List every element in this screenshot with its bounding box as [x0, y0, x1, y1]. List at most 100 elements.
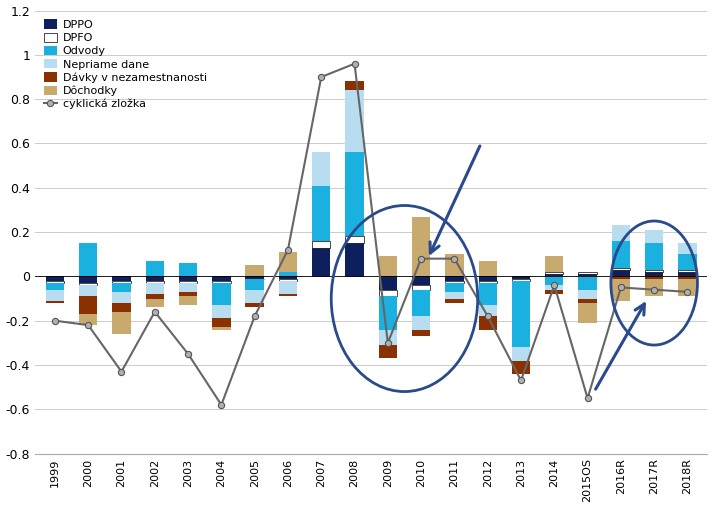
Bar: [113, 292, 130, 303]
Bar: [379, 257, 397, 276]
Bar: [245, 278, 264, 290]
Bar: [345, 152, 364, 237]
Legend: DPPO, DPFO, Odvody, Nepriame dane, Dávky v nezamestnanosti, Dôchodky, cyklická z: DPPO, DPFO, Odvody, Nepriame dane, Dávky…: [41, 16, 210, 113]
Bar: [245, 303, 264, 307]
Bar: [645, 230, 663, 243]
Bar: [545, 274, 563, 276]
Bar: [379, 296, 397, 330]
Bar: [445, 299, 463, 303]
Bar: [245, 265, 264, 276]
Bar: [79, 314, 98, 325]
Bar: [179, 281, 198, 283]
Bar: [645, 272, 663, 276]
Bar: [678, 270, 697, 272]
Bar: [279, 276, 297, 278]
Bar: [612, 226, 630, 241]
Bar: [279, 281, 297, 294]
Bar: [145, 283, 164, 294]
Bar: [478, 261, 497, 276]
Bar: [478, 316, 497, 330]
Bar: [312, 152, 330, 185]
Bar: [478, 276, 497, 281]
Bar: [445, 276, 463, 281]
Bar: [379, 290, 397, 296]
Bar: [179, 296, 198, 305]
Bar: [612, 278, 630, 301]
Bar: [545, 257, 563, 272]
Bar: [678, 254, 697, 270]
Bar: [212, 305, 230, 319]
Bar: [179, 292, 198, 296]
Bar: [545, 276, 563, 285]
Bar: [113, 283, 130, 292]
Bar: [179, 283, 198, 292]
Bar: [478, 305, 497, 316]
Bar: [279, 294, 297, 296]
Bar: [345, 90, 364, 152]
Bar: [46, 276, 64, 281]
Bar: [645, 278, 663, 296]
Bar: [545, 290, 563, 294]
Bar: [612, 268, 630, 270]
Bar: [279, 252, 297, 272]
Bar: [512, 347, 530, 361]
Bar: [79, 243, 98, 276]
Bar: [578, 290, 597, 299]
Bar: [79, 296, 98, 314]
Bar: [79, 276, 98, 283]
Bar: [345, 237, 364, 243]
Bar: [145, 281, 164, 283]
Bar: [578, 274, 597, 276]
Bar: [512, 278, 530, 281]
Bar: [79, 285, 98, 296]
Bar: [345, 243, 364, 276]
Bar: [245, 290, 264, 303]
Bar: [578, 272, 597, 274]
Bar: [212, 283, 230, 305]
Bar: [379, 345, 397, 358]
Bar: [578, 303, 597, 323]
Bar: [612, 241, 630, 268]
Bar: [412, 216, 430, 276]
Bar: [113, 276, 130, 281]
Bar: [46, 290, 64, 301]
Bar: [212, 281, 230, 283]
Bar: [46, 281, 64, 283]
Bar: [312, 247, 330, 276]
Bar: [578, 299, 597, 303]
Bar: [512, 361, 530, 374]
Bar: [179, 263, 198, 276]
Bar: [279, 272, 297, 276]
Bar: [445, 292, 463, 299]
Bar: [113, 303, 130, 312]
Bar: [145, 261, 164, 276]
Bar: [179, 276, 198, 281]
Bar: [645, 243, 663, 270]
Bar: [545, 272, 563, 274]
Bar: [245, 276, 264, 278]
Bar: [445, 281, 463, 283]
Bar: [145, 294, 164, 299]
Bar: [445, 254, 463, 276]
Bar: [612, 270, 630, 276]
Bar: [312, 241, 330, 247]
Bar: [279, 278, 297, 281]
Bar: [645, 270, 663, 272]
Bar: [145, 276, 164, 281]
Bar: [678, 272, 697, 276]
Bar: [478, 283, 497, 305]
Bar: [678, 276, 697, 278]
Bar: [412, 316, 430, 330]
Bar: [145, 299, 164, 307]
Bar: [345, 81, 364, 90]
Bar: [113, 312, 130, 334]
Bar: [412, 276, 430, 285]
Bar: [212, 327, 230, 330]
Bar: [445, 283, 463, 292]
Bar: [379, 330, 397, 345]
Bar: [113, 281, 130, 283]
Bar: [512, 281, 530, 347]
Bar: [46, 283, 64, 290]
Bar: [612, 276, 630, 278]
Bar: [678, 243, 697, 254]
